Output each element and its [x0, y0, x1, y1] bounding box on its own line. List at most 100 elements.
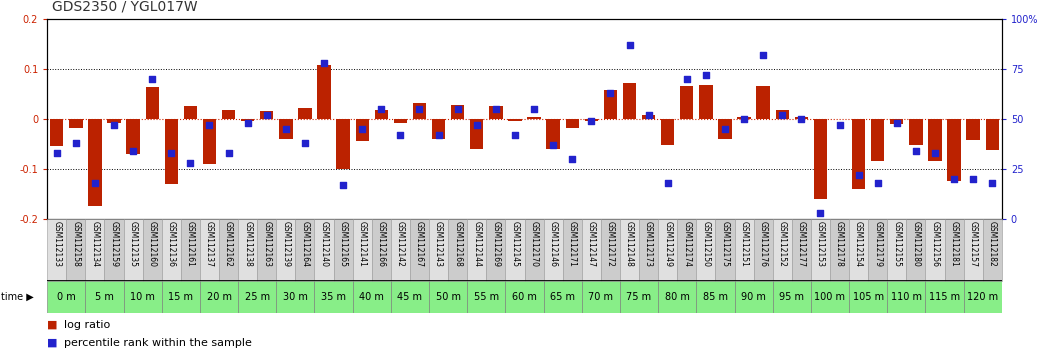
Text: GSM112138: GSM112138 — [243, 221, 252, 267]
Bar — [909, 119, 922, 145]
Bar — [356, 119, 369, 141]
Point — [659, 180, 676, 185]
Point — [354, 126, 370, 132]
Text: GSM112170: GSM112170 — [530, 221, 538, 267]
Bar — [337, 119, 349, 169]
Bar — [467, 219, 487, 281]
Text: 80 m: 80 m — [665, 292, 689, 302]
Point — [335, 182, 351, 188]
Bar — [107, 119, 121, 123]
Bar — [391, 219, 410, 281]
Text: GSM112164: GSM112164 — [300, 221, 309, 267]
Bar — [238, 219, 257, 281]
Point — [698, 72, 714, 78]
Text: GSM112158: GSM112158 — [71, 221, 81, 267]
Text: GSM112171: GSM112171 — [568, 221, 577, 267]
Text: 120 m: 120 m — [967, 292, 999, 302]
Bar — [661, 119, 675, 145]
Bar — [162, 219, 180, 281]
Bar — [371, 219, 391, 281]
Point — [488, 106, 505, 112]
Text: GSM112149: GSM112149 — [663, 221, 672, 267]
Text: percentile rank within the sample: percentile rank within the sample — [64, 338, 252, 348]
Point — [583, 118, 600, 124]
Bar — [925, 281, 964, 313]
Text: GSM112152: GSM112152 — [777, 221, 787, 267]
Text: 40 m: 40 m — [360, 292, 384, 302]
Point — [258, 112, 275, 118]
Text: 95 m: 95 m — [779, 292, 805, 302]
Bar — [448, 219, 467, 281]
Bar — [219, 219, 238, 281]
Text: GSM112156: GSM112156 — [930, 221, 940, 267]
Point — [831, 122, 848, 127]
Bar — [734, 219, 753, 281]
Bar — [180, 219, 200, 281]
Point — [945, 176, 962, 182]
Point — [468, 122, 485, 127]
Text: GSM112135: GSM112135 — [129, 221, 137, 267]
Text: 55 m: 55 m — [474, 292, 499, 302]
Bar — [964, 281, 1002, 313]
Bar — [470, 119, 484, 149]
Bar — [814, 119, 827, 199]
Text: GSM112180: GSM112180 — [912, 221, 920, 267]
Bar — [315, 281, 352, 313]
Bar — [489, 106, 502, 119]
Text: 15 m: 15 m — [168, 292, 193, 302]
Text: 110 m: 110 m — [891, 292, 922, 302]
Bar — [543, 281, 582, 313]
Bar — [429, 281, 467, 313]
Bar — [601, 219, 620, 281]
Bar — [887, 219, 906, 281]
Bar — [257, 219, 276, 281]
Point — [392, 132, 409, 138]
Point — [621, 42, 638, 47]
Text: GSM112154: GSM112154 — [854, 221, 863, 267]
Text: log ratio: log ratio — [64, 320, 110, 330]
Bar — [524, 219, 543, 281]
Bar — [773, 219, 792, 281]
Text: GSM112177: GSM112177 — [797, 221, 806, 267]
Text: GSM112153: GSM112153 — [816, 221, 825, 267]
Bar — [925, 219, 944, 281]
Bar — [658, 281, 697, 313]
Bar — [85, 219, 105, 281]
Bar — [69, 119, 83, 128]
Bar — [811, 281, 849, 313]
Bar — [562, 219, 582, 281]
Bar — [966, 119, 980, 140]
Point — [183, 160, 199, 166]
Point — [297, 140, 314, 145]
Text: GSM112162: GSM112162 — [224, 221, 233, 267]
Bar — [775, 110, 789, 119]
Bar — [715, 219, 734, 281]
Bar — [241, 119, 254, 121]
Point — [850, 172, 866, 178]
Bar — [887, 281, 925, 313]
Text: 60 m: 60 m — [512, 292, 537, 302]
Bar — [983, 219, 1002, 281]
Bar — [334, 219, 352, 281]
Text: GSM112161: GSM112161 — [186, 221, 195, 267]
Text: 45 m: 45 m — [398, 292, 423, 302]
Bar — [200, 281, 238, 313]
Bar — [680, 86, 693, 119]
Bar — [222, 110, 235, 119]
Bar — [391, 281, 429, 313]
Bar — [66, 219, 85, 281]
Text: GSM112179: GSM112179 — [873, 221, 882, 267]
Bar — [410, 219, 429, 281]
Bar — [547, 119, 560, 149]
Bar — [928, 119, 942, 161]
Text: GSM112148: GSM112148 — [625, 221, 634, 267]
Text: GSM112181: GSM112181 — [949, 221, 959, 266]
Point — [316, 60, 333, 65]
Text: GSM112155: GSM112155 — [893, 221, 901, 267]
Text: 85 m: 85 m — [703, 292, 728, 302]
Bar — [795, 117, 808, 119]
Bar — [830, 219, 849, 281]
Bar — [105, 219, 124, 281]
Text: GSM112174: GSM112174 — [682, 221, 691, 267]
Text: GSM112178: GSM112178 — [835, 221, 844, 267]
